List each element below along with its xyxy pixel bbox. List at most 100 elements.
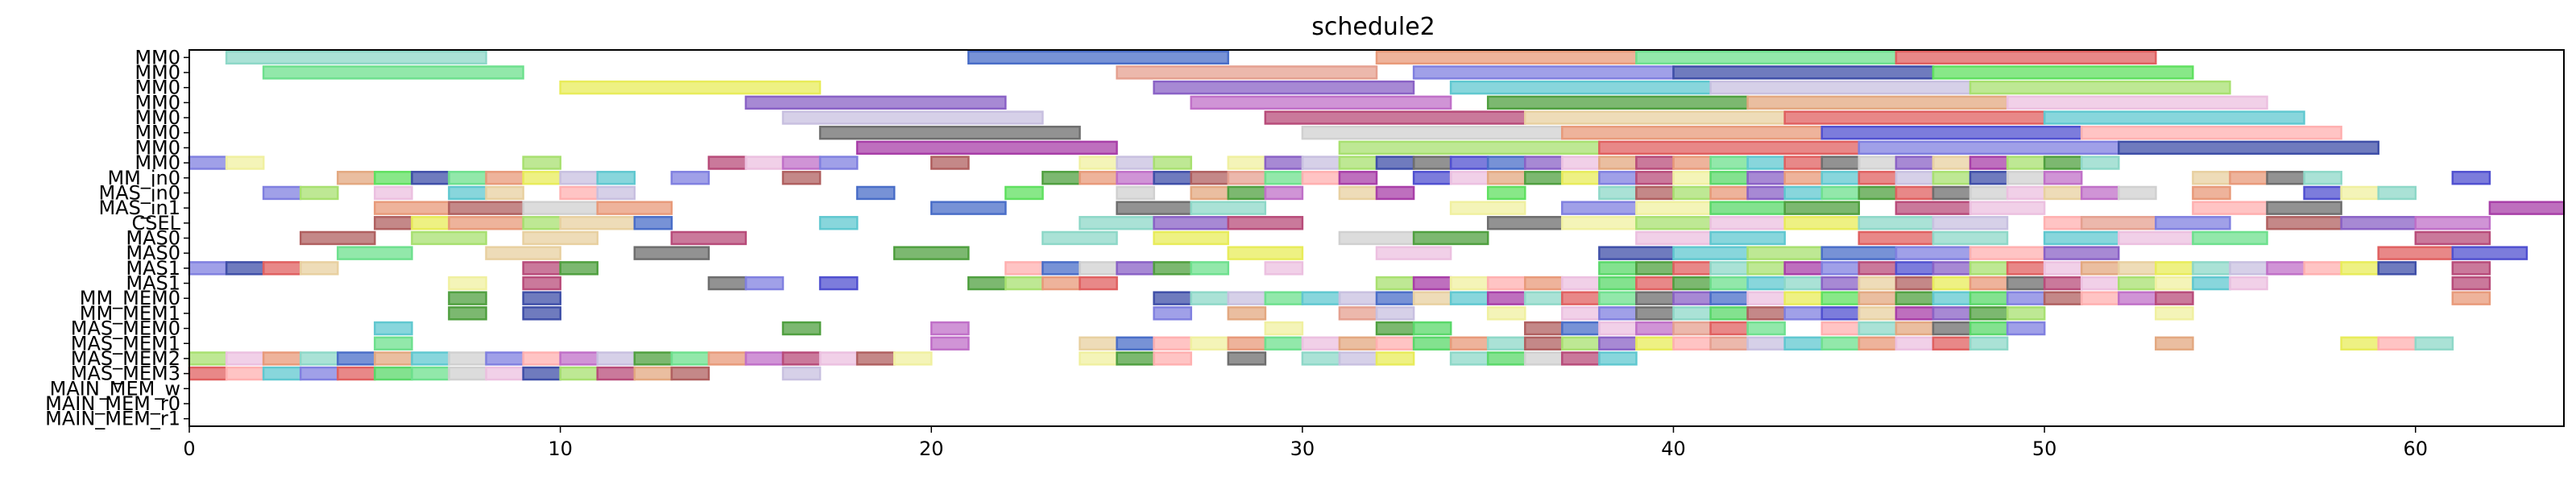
task-bar: [448, 171, 487, 185]
task-bar: [1449, 291, 1489, 305]
task-bar: [1301, 156, 1341, 170]
task-bar: [633, 246, 710, 260]
y-tick-label: MM0: [135, 136, 180, 159]
y-tick-label: MM_MEM1: [80, 302, 180, 325]
task-bar: [670, 230, 748, 246]
task-bar: [448, 366, 487, 381]
task-bar: [1561, 201, 1638, 215]
chart-title: schedule2: [1311, 13, 1435, 41]
task-bar: [411, 366, 450, 381]
task-bar: [1079, 351, 1118, 366]
task-bar: [1635, 156, 1675, 170]
task-bar: [1561, 321, 1601, 336]
y-tick-label: MAS_MEM3: [71, 363, 180, 385]
task-bar: [2488, 201, 2566, 215]
task-bar: [1932, 261, 1972, 276]
task-bar: [1375, 291, 1415, 305]
task-bar: [1153, 171, 1192, 185]
task-bars: [188, 50, 2566, 381]
task-bar: [1486, 216, 1563, 230]
task-bar: [1079, 336, 1118, 350]
task-bar: [2340, 261, 2379, 276]
task-bar: [374, 336, 413, 350]
task-bar: [559, 185, 598, 201]
task-bar: [1672, 336, 1712, 350]
task-bar: [411, 230, 487, 246]
task-bar: [1746, 336, 1786, 350]
task-bar: [299, 366, 339, 381]
task-bar: [1227, 291, 1267, 305]
task-bar: [485, 366, 524, 381]
task-bar: [2118, 140, 2379, 156]
task-bar: [2006, 321, 2046, 336]
y-tick-label: MAS_in0: [98, 181, 180, 204]
y-tick-label: MM_MEM0: [80, 287, 180, 309]
task-bar: [1635, 201, 1712, 215]
y-tick-label: MM0: [135, 91, 180, 114]
task-bar: [448, 306, 487, 321]
task-bar: [781, 171, 822, 185]
task-bar: [1857, 336, 1898, 350]
task-bar: [1524, 171, 1563, 185]
task-bar: [1227, 156, 1267, 170]
task-bar: [1895, 156, 1935, 170]
task-bar: [559, 171, 598, 185]
task-bar: [1375, 185, 1415, 201]
task-bar: [1969, 246, 2046, 260]
task-bar: [2451, 261, 2491, 276]
task-bar: [1301, 336, 1341, 350]
task-bar: [1709, 80, 1972, 95]
task-bar: [2155, 216, 2231, 230]
task-bar: [1264, 156, 1304, 170]
task-bar: [1301, 291, 1341, 305]
task-bar: [1598, 156, 1638, 170]
task-bar: [670, 351, 710, 366]
task-bar: [1042, 276, 1081, 291]
task-bar: [225, 351, 265, 366]
task-bar: [1190, 291, 1230, 305]
task-bar: [225, 156, 265, 170]
task-bar: [1709, 171, 1749, 185]
task-bar: [1524, 276, 1563, 291]
task-bar: [744, 276, 785, 291]
task-bar: [781, 156, 822, 170]
task-bar: [1449, 276, 1489, 291]
task-bar: [374, 351, 413, 366]
task-bar: [1783, 336, 1824, 350]
task-bar: [818, 276, 859, 291]
task-bar: [1449, 351, 1489, 366]
task-bar: [2303, 171, 2342, 185]
task-bar: [1635, 261, 1675, 276]
y-tick-label: CSEL: [131, 212, 180, 234]
task-bar: [1895, 261, 1935, 276]
task-bar: [1746, 171, 1786, 185]
task-bar: [2043, 216, 2083, 230]
task-bar: [1190, 185, 1230, 201]
task-bar: [1412, 321, 1452, 336]
task-bar: [374, 321, 413, 336]
task-bar: [411, 171, 450, 185]
task-bar: [2155, 336, 2194, 350]
task-bar: [2006, 171, 2046, 185]
task-bar: [1449, 201, 1526, 215]
task-bar: [485, 351, 524, 366]
task-bar: [2192, 261, 2231, 276]
task-bar: [1932, 216, 2009, 230]
task-bar: [1375, 336, 1415, 350]
task-bar: [1672, 156, 1712, 170]
task-bar: [1635, 230, 1712, 246]
task-bar: [1524, 156, 1563, 170]
task-bar: [930, 201, 1007, 215]
task-bar: [1227, 185, 1267, 201]
task-bar: [1857, 306, 1898, 321]
task-bar: [1116, 261, 1155, 276]
task-bar: [2155, 261, 2194, 276]
task-bar: [448, 291, 487, 305]
task-bar: [2303, 261, 2342, 276]
task-bar: [1153, 306, 1192, 321]
task-bar: [1895, 50, 2157, 65]
task-bar: [1969, 261, 2009, 276]
task-bar: [855, 351, 896, 366]
task-bar: [1709, 261, 1749, 276]
task-bar: [2451, 246, 2528, 260]
